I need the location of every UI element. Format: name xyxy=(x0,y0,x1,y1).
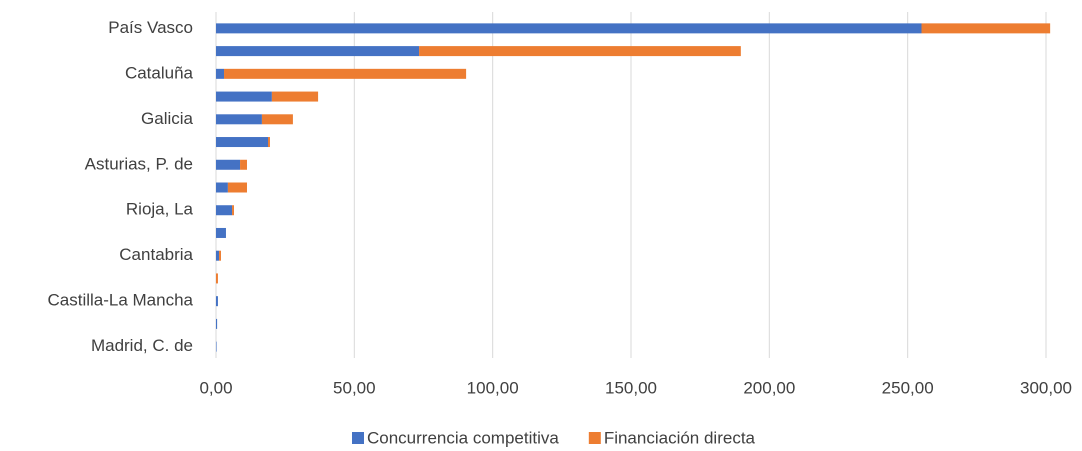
bar xyxy=(216,182,228,193)
legend-swatch xyxy=(352,432,364,444)
bar xyxy=(271,91,319,102)
bar xyxy=(219,250,221,261)
bar xyxy=(268,137,270,148)
bar xyxy=(261,114,293,125)
bar xyxy=(216,46,420,57)
x-tick-label: 250,00 xyxy=(882,378,934,397)
bar xyxy=(216,114,262,125)
y-tick-label: País Vasco xyxy=(108,18,193,37)
legend-swatch xyxy=(588,432,601,444)
bar xyxy=(232,205,234,216)
bar xyxy=(216,227,226,238)
bar xyxy=(216,250,220,261)
bar xyxy=(419,46,741,57)
x-tick-label: 100,00 xyxy=(467,378,519,397)
bar xyxy=(216,91,272,102)
bar xyxy=(921,23,1051,34)
bar xyxy=(216,137,269,148)
x-tick-label: 200,00 xyxy=(743,378,795,397)
bar xyxy=(216,318,218,329)
bar xyxy=(224,68,467,79)
bar xyxy=(216,296,218,307)
y-tick-label: Rioja, La xyxy=(126,200,194,219)
x-tick-label: 0,00 xyxy=(199,378,232,397)
y-tick-label: Madrid, C. de xyxy=(91,336,193,355)
bar xyxy=(216,273,218,284)
x-tick-label: 150,00 xyxy=(605,378,657,397)
bar xyxy=(240,159,247,170)
bar xyxy=(227,182,247,193)
legend-label: Concurrencia competitiva xyxy=(367,428,559,447)
y-tick-label: Galicia xyxy=(141,109,194,128)
bar xyxy=(216,205,233,216)
legend-label: Financiación directa xyxy=(604,428,756,447)
bar xyxy=(216,159,241,170)
bar xyxy=(216,341,217,352)
bar xyxy=(216,23,922,34)
y-tick-label: Castilla-La Mancha xyxy=(47,291,193,310)
bar xyxy=(216,68,225,79)
x-tick-label: 300,00 xyxy=(1020,378,1072,397)
y-tick-label: Asturias, P. de xyxy=(85,154,193,173)
y-tick-label: Cataluña xyxy=(125,63,194,82)
x-tick-label: 50,00 xyxy=(333,378,376,397)
y-tick-label: Cantabria xyxy=(119,245,193,264)
